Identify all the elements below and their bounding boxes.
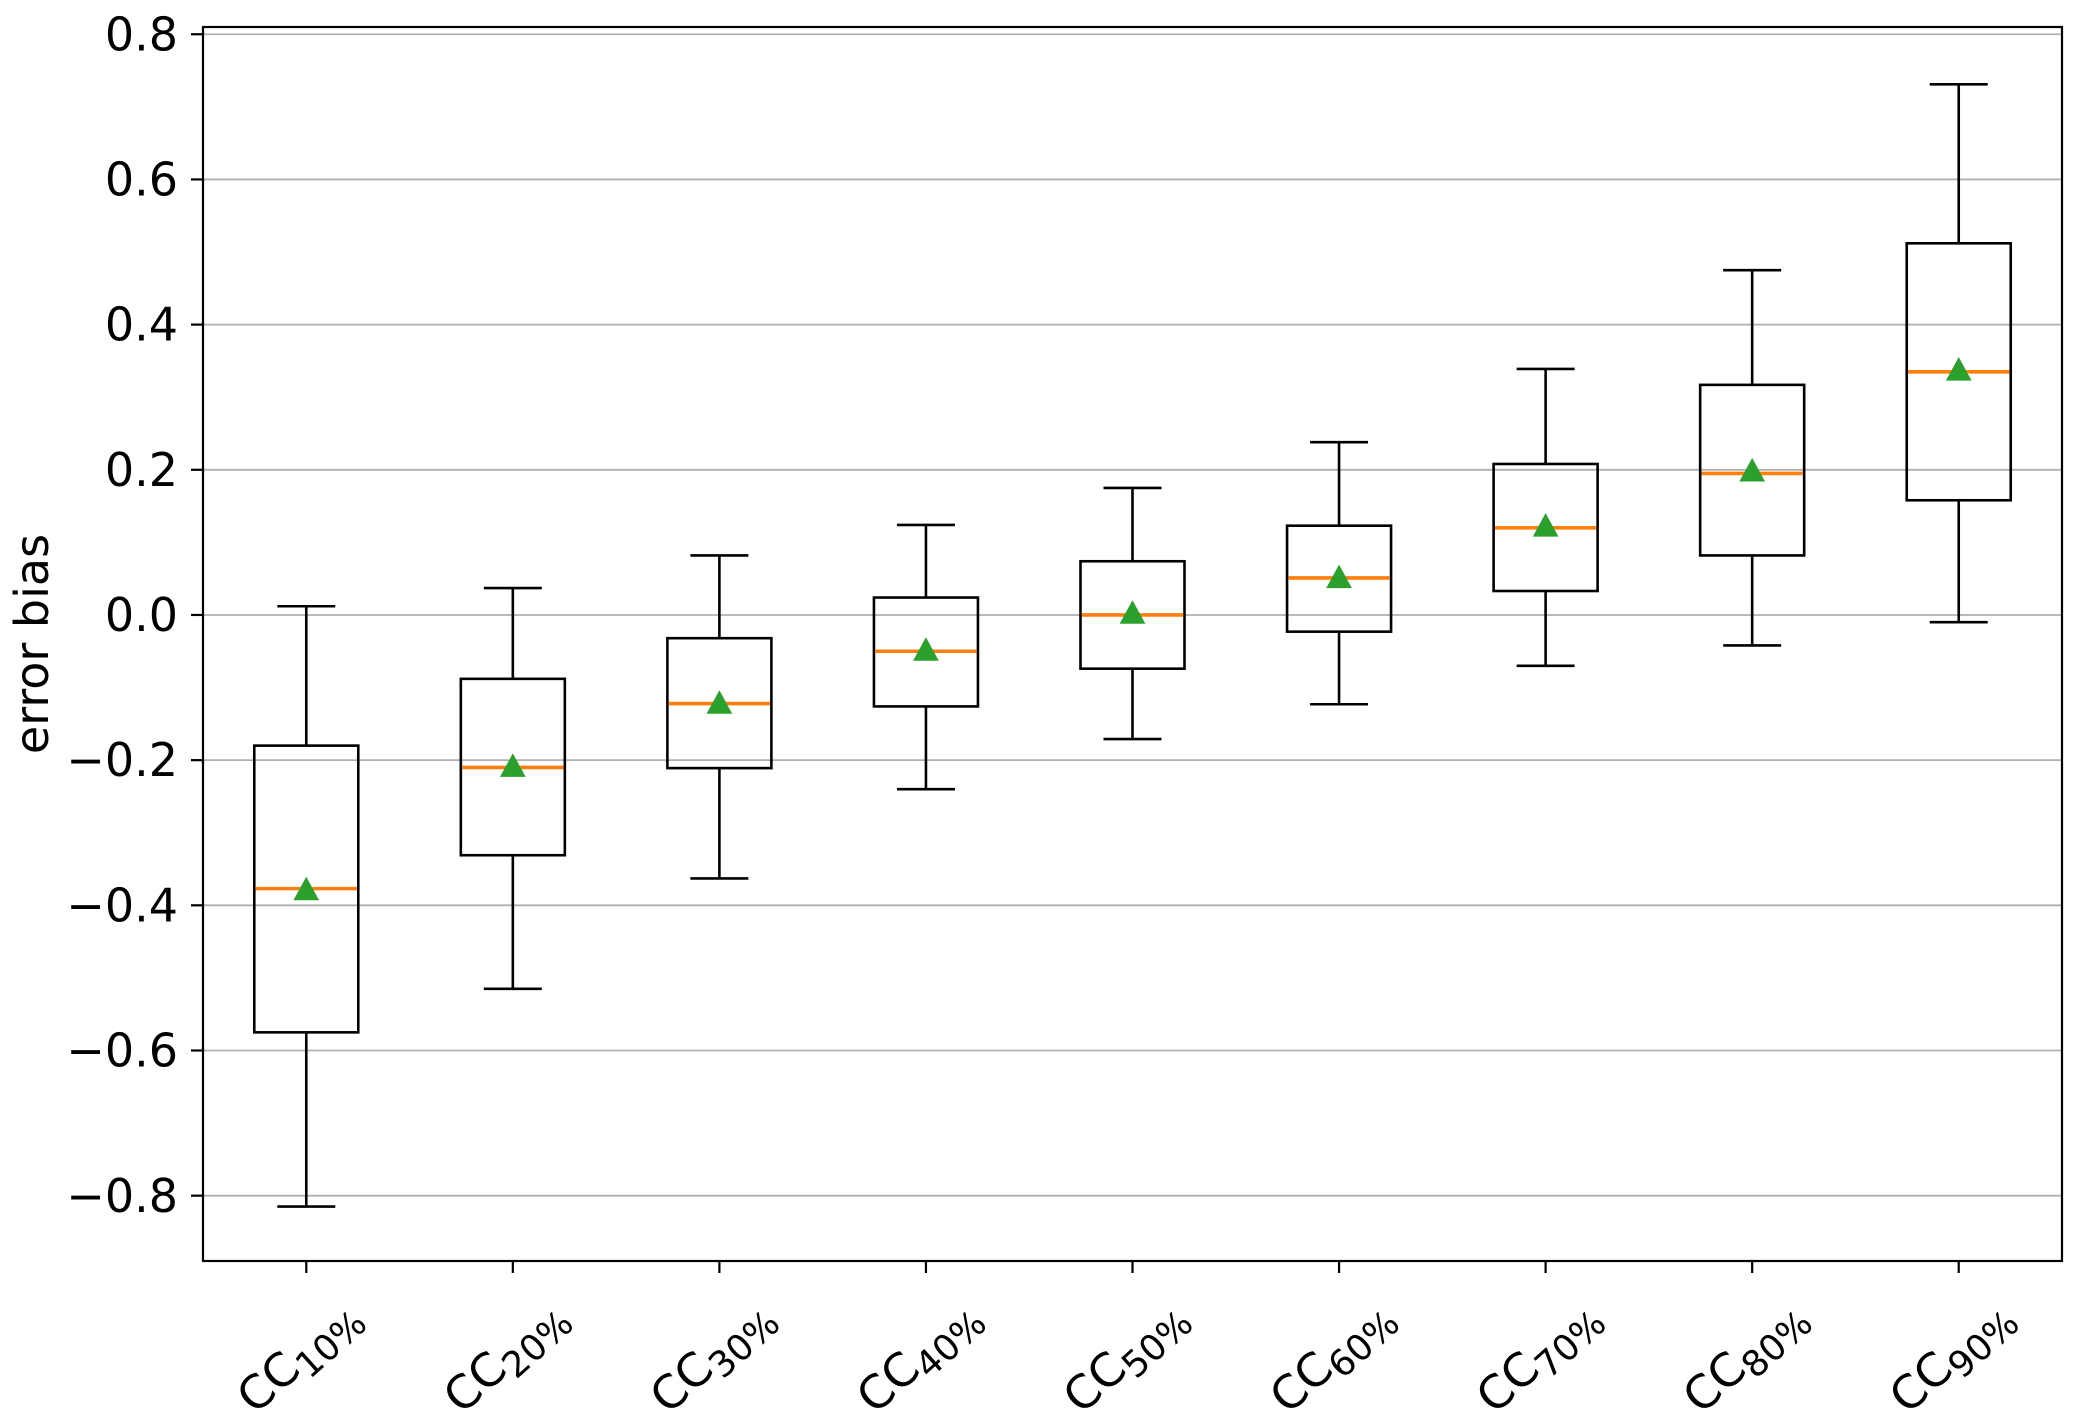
box-body	[1079, 559, 1186, 670]
boxes	[252, 83, 2013, 1208]
y-tick-label: 0.8	[105, 7, 178, 61]
box-body	[1905, 242, 2013, 502]
box-body	[666, 636, 773, 770]
box-body	[252, 744, 360, 1034]
box-body	[872, 596, 980, 708]
y-tick-label: 0.2	[105, 443, 178, 497]
mean-marker-icon	[293, 876, 320, 901]
mean-marker-icon	[1739, 457, 1766, 482]
y-tick-label: −0.6	[66, 1024, 178, 1078]
box-body	[1698, 383, 1806, 557]
mean-marker-icon	[706, 690, 733, 714]
mean-marker-icon	[1119, 600, 1146, 624]
y-tick-label: −0.2	[66, 733, 178, 787]
box-group	[1492, 367, 1599, 668]
y-tick-label: 0.4	[105, 298, 178, 352]
y-axis-label: error bias	[5, 534, 59, 754]
y-axis: 0.8 0.6 0.4 0.2 0.0 −0.2 −0.4 −0.6 −0.8	[66, 7, 203, 1223]
box-group	[1905, 83, 2013, 624]
box-group	[1285, 440, 1393, 706]
mean-marker-icon	[499, 753, 526, 777]
box-group	[459, 586, 567, 991]
box-body	[459, 677, 567, 857]
mean-marker-icon	[1326, 564, 1352, 589]
y-tick-label: −0.4	[66, 878, 178, 932]
y-tick-label: −0.8	[66, 1169, 178, 1223]
mean-marker-icon	[1945, 357, 1972, 381]
box-body	[1492, 462, 1599, 593]
y-tick-label: 0.6	[105, 153, 178, 207]
mean-marker-icon	[913, 637, 939, 661]
y-tick-label: 0.0	[105, 588, 178, 642]
box-group	[252, 604, 360, 1208]
box-body	[1285, 524, 1393, 633]
box-group	[1079, 486, 1186, 741]
mean-marker-icon	[1532, 513, 1559, 537]
box-group	[666, 554, 773, 880]
box-group	[872, 523, 980, 791]
box-group	[1698, 268, 1806, 647]
